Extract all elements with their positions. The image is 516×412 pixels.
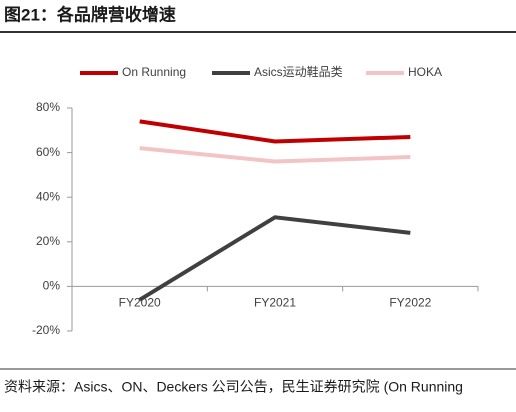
figure-title: 图21：各品牌营收增速 <box>4 4 176 24</box>
source-note: 资料来源：Asics、ON、Deckers 公司公告，民生证券研究院 (On R… <box>4 379 463 395</box>
legend-label: Asics运动鞋品类 <box>254 64 343 79</box>
legend-label: On Running <box>122 65 186 79</box>
y-tick-label: 40% <box>36 189 60 203</box>
x-tick-label: FY2022 <box>389 296 431 310</box>
y-tick-label: 60% <box>36 145 60 159</box>
series-line <box>139 119 411 144</box>
x-tick-label: FY2021 <box>254 296 296 310</box>
y-tick-label: -20% <box>32 323 60 337</box>
y-tick-label: 20% <box>36 234 60 248</box>
x-tick-label: FY2020 <box>119 296 161 310</box>
y-tick-label: 0% <box>43 279 61 293</box>
plot: -20% 0% 20% 40% 60% 80% FY2020 FY2021 FY2022 On R… <box>32 64 479 337</box>
series-line <box>139 146 411 164</box>
y-tick-label: 80% <box>36 100 60 114</box>
series-line <box>138 215 411 302</box>
legend-label: HOKA <box>408 65 442 79</box>
